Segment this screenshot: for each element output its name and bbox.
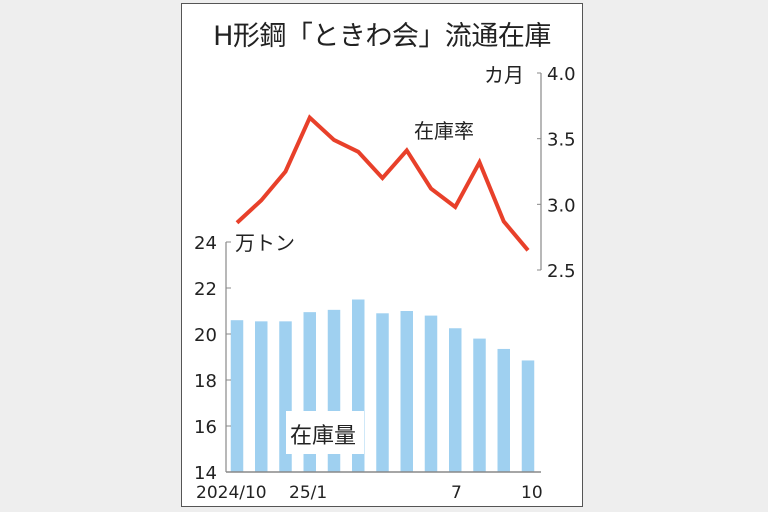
bar: [449, 328, 462, 472]
left-tick-label: 14: [194, 463, 217, 484]
x-label-10: 10: [521, 483, 543, 503]
chart-title: H形鋼「ときわ会」流通在庫: [213, 21, 551, 52]
left-tick-label: 18: [194, 371, 217, 392]
bar: [497, 348, 510, 472]
bar: [230, 320, 244, 472]
right-tick-label: 3.0: [547, 195, 576, 216]
bar: [473, 338, 486, 472]
right-axis-unit: カ月: [484, 63, 524, 87]
x-label-25-1: 25/1: [289, 483, 327, 503]
right-tick-label: 3.5: [547, 130, 576, 151]
bar-series-inventory: [230, 299, 535, 472]
right-tick-label: 2.5: [547, 261, 576, 282]
left-tick-label: 24: [194, 233, 217, 254]
bar: [424, 315, 438, 472]
bar: [521, 360, 535, 472]
line-series-rate: [235, 114, 530, 252]
x-label-7: 7: [451, 483, 462, 503]
bar-label-box: [286, 411, 364, 454]
line-series-label: 在庫率: [414, 119, 474, 143]
left-tick-label: 20: [194, 325, 217, 346]
bar: [400, 311, 413, 472]
bar-series-label: 在庫量: [290, 424, 356, 449]
right-tick-label: 4.0: [547, 64, 576, 85]
left-tick-label: 22: [194, 279, 217, 300]
bar: [376, 313, 389, 472]
left-axis-unit: 万トン: [235, 231, 295, 255]
left-tick-label: 16: [194, 417, 217, 438]
left-axis-ticks: 24 22 20 18 16 14: [194, 233, 231, 484]
bar: [255, 321, 268, 472]
x-label-start: 2024/10: [196, 483, 267, 503]
right-axis-ticks: 4.0 3.5 3.0 2.5: [537, 64, 576, 282]
